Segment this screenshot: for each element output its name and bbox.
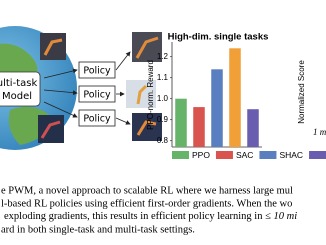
policy-box bbox=[78, 85, 116, 103]
robot-arm bbox=[43, 38, 63, 56]
policies: Policy Policy Policy bbox=[43, 51, 131, 127]
bar bbox=[193, 107, 205, 147]
robot-arm bbox=[40, 120, 61, 139]
bar bbox=[229, 48, 241, 147]
legend-swatch bbox=[259, 151, 277, 159]
y-tick-label: 0.8 bbox=[157, 136, 169, 145]
legend-swatch bbox=[309, 151, 326, 159]
bar bbox=[247, 109, 259, 147]
robot-figure bbox=[136, 84, 148, 105]
robot-image bbox=[40, 33, 66, 60]
robot-arm bbox=[136, 120, 157, 136]
right-chart-ylabel: Normalized Score bbox=[297, 60, 306, 124]
model-box bbox=[0, 71, 41, 107]
arrow bbox=[43, 101, 78, 118]
arrow bbox=[115, 51, 131, 71]
model-label: Model bbox=[2, 91, 32, 102]
bar-chart: High-dim. single tasks PPO-norm. Reward … bbox=[146, 32, 326, 160]
robot-arm bbox=[135, 36, 159, 59]
y-axis-label: PPO-norm. Reward bbox=[146, 60, 155, 130]
chart-title: High-dim. single tasks bbox=[168, 32, 269, 43]
arrow bbox=[43, 89, 78, 96]
y-tick-label: 0.9 bbox=[157, 115, 169, 124]
y-tick-label: 1.2 bbox=[157, 52, 169, 61]
caption-line: ard in both single-task and multi-task s… bbox=[1, 224, 195, 235]
y-tick-label: 1.0 bbox=[157, 94, 169, 103]
caption-emphasis: ≤ 10 mi bbox=[265, 211, 297, 222]
policy-box bbox=[78, 61, 116, 79]
y-tick-label: 1.1 bbox=[157, 73, 169, 82]
policy-label: Policy bbox=[83, 114, 111, 125]
legend-swatch bbox=[215, 151, 233, 159]
legend-swatch bbox=[172, 151, 189, 159]
caption-line: e PWM, a novel approach to scalable RL w… bbox=[1, 185, 293, 196]
model-label: ulti-task bbox=[0, 78, 37, 89]
robot-image bbox=[132, 113, 162, 141]
policy-box bbox=[78, 109, 116, 127]
caption-line: exploding gradients, this results in eff… bbox=[4, 211, 297, 222]
legend-label: SAC bbox=[236, 150, 253, 160]
right-chart-fragment: 1 m bbox=[313, 127, 326, 137]
robot-image bbox=[38, 115, 64, 143]
legend-label: SHAC bbox=[279, 150, 303, 160]
caption-line: l-based RL policies using efficient firs… bbox=[1, 198, 292, 209]
policy-label: Policy bbox=[83, 66, 111, 77]
caption-text: exploding gradients, this results in eff… bbox=[4, 211, 265, 222]
bar bbox=[175, 98, 187, 147]
thumbnails bbox=[38, 32, 162, 143]
bar bbox=[211, 69, 223, 147]
legend-label: PPO bbox=[192, 150, 210, 160]
policy-label: Policy bbox=[83, 90, 111, 101]
arrow bbox=[43, 68, 78, 79]
arrow bbox=[115, 117, 131, 125]
caption: e PWM, a novel approach to scalable RL w… bbox=[1, 185, 297, 235]
